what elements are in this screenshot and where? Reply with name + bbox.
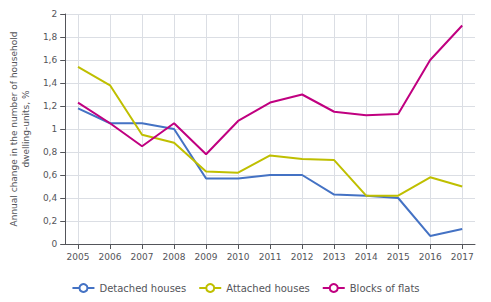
svg-text:2: 2 [51,9,57,19]
svg-text:2014: 2014 [355,252,378,262]
svg-text:Blocks of flats: Blocks of flats [350,283,420,294]
svg-text:2016: 2016 [419,252,442,262]
svg-text:2012: 2012 [291,252,314,262]
svg-text:2008: 2008 [163,252,186,262]
svg-text:0,6: 0,6 [43,170,58,180]
svg-text:2017: 2017 [451,252,474,262]
svg-text:2010: 2010 [227,252,250,262]
svg-text:2006: 2006 [99,252,122,262]
svg-text:dwelling-units, %: dwelling-units, % [21,90,31,168]
svg-text:0,2: 0,2 [43,216,57,226]
svg-text:2011: 2011 [259,252,282,262]
svg-text:Attached houses: Attached houses [226,283,310,294]
svg-text:2015: 2015 [387,252,410,262]
svg-text:Annual change in the number of: Annual change in the number of household [9,32,19,227]
svg-text:1,8: 1,8 [43,32,58,42]
svg-text:1: 1 [51,124,57,134]
svg-text:2007: 2007 [131,252,154,262]
svg-text:1,2: 1,2 [43,101,57,111]
svg-text:2013: 2013 [323,252,346,262]
svg-text:0,4: 0,4 [43,193,58,203]
svg-text:1,6: 1,6 [43,55,58,65]
svg-text:0: 0 [51,239,57,249]
svg-text:2009: 2009 [195,252,218,262]
svg-text:Detached houses: Detached houses [99,283,186,294]
svg-text:0,8: 0,8 [43,147,58,157]
svg-text:2005: 2005 [67,252,90,262]
svg-text:1,4: 1,4 [43,78,58,88]
